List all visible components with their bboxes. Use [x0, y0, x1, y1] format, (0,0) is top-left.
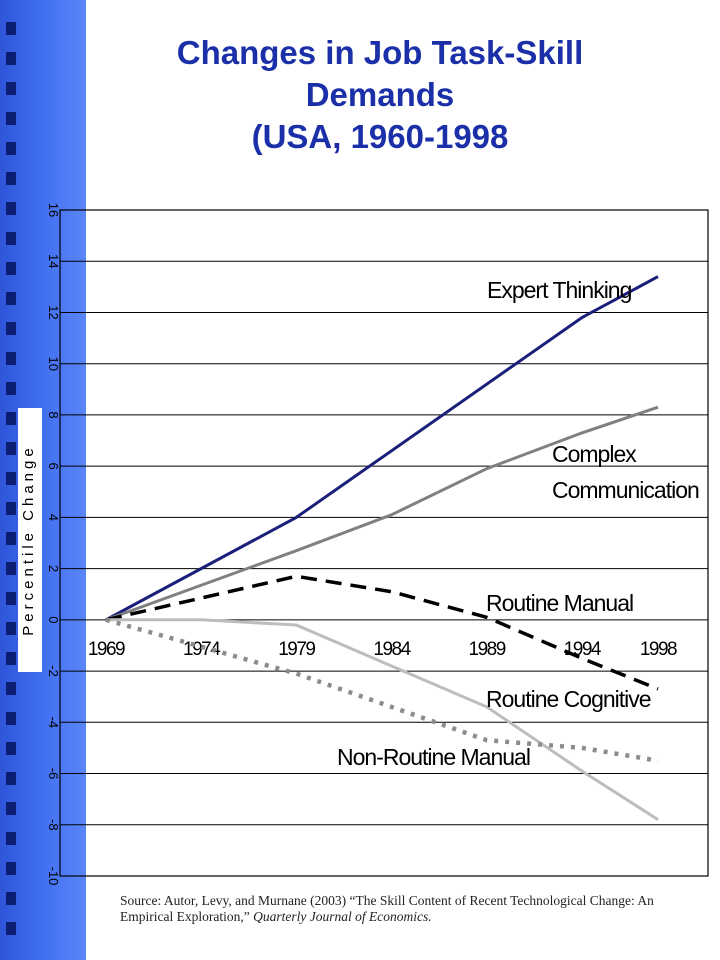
- series-label: Communication: [552, 477, 699, 503]
- y-tick-label: -8: [46, 819, 61, 831]
- series-line-routine-cognitive: [106, 618, 659, 821]
- sidebar-band: [0, 0, 86, 960]
- sidebar-square: [6, 832, 16, 845]
- series-label: Complex: [552, 441, 637, 467]
- y-axis-label-background: [18, 408, 42, 672]
- x-tick-label: 1994: [564, 639, 602, 660]
- sidebar-square: [6, 472, 16, 485]
- sidebar-square: [6, 322, 16, 335]
- sidebar-square: [6, 772, 16, 785]
- sidebar-square: [6, 202, 16, 215]
- y-tick-label: -2: [46, 665, 61, 677]
- series-label: Expert Thinking: [487, 277, 632, 303]
- x-tick-label: 1989: [469, 639, 506, 660]
- y-tick-label: -10: [46, 867, 61, 886]
- y-tick-label: 12: [46, 305, 61, 319]
- y-tick-label: 14: [46, 254, 61, 268]
- sidebar-square: [6, 52, 16, 65]
- sidebar-square: [6, 262, 16, 275]
- y-axis-label: Percentile Change: [20, 444, 37, 635]
- title-line-3: (USA, 1960-1998: [251, 118, 509, 155]
- x-tick-labels: 1969 1974 1979 1984 1989 1994 1998: [88, 639, 679, 660]
- x-tick-label: 1998: [640, 639, 677, 660]
- y-tick-label: 6: [46, 463, 61, 470]
- sidebar-square: [6, 412, 16, 425]
- sidebar-square: [6, 652, 16, 665]
- y-tick-label: -6: [46, 768, 61, 780]
- series-label: Routine Cognitive: [486, 686, 651, 712]
- series-label: Non-Routine Manual: [337, 744, 530, 770]
- x-tick-label: 1979: [278, 639, 315, 660]
- series-line-expert-thinking: [105, 275, 659, 622]
- series-line-non-routine-manual: [105, 617, 659, 763]
- sidebar-square: [6, 802, 16, 815]
- series-line-complex-communication: [105, 405, 659, 622]
- sidebar-square: [6, 112, 16, 125]
- source-journal: Quarterly Journal of Economics.: [253, 909, 432, 924]
- chart-gridlines: [60, 209, 708, 877]
- source-text: Source: Autor, Levy, and Murnane (2003) …: [120, 893, 654, 924]
- title-line-2: Demands: [305, 76, 455, 113]
- sidebar-square: [6, 232, 16, 245]
- sidebar-square-pattern: [6, 22, 20, 952]
- sidebar-square: [6, 592, 16, 605]
- series-line-routine-manual: [105, 574, 659, 691]
- sidebar-square: [6, 442, 16, 455]
- sidebar-square: [6, 142, 16, 155]
- y-tick-label: 8: [46, 411, 61, 418]
- title-line-1: Changes in Job Task-Skill: [176, 34, 584, 71]
- sidebar-square: [6, 502, 16, 515]
- series-labels: Expert Thinking Complex Communication Routi…: [337, 277, 700, 770]
- sidebar-square: [6, 682, 16, 695]
- y-tick-label: 2: [46, 565, 61, 572]
- y-tick-label: -4: [46, 717, 61, 729]
- sidebar-square: [6, 742, 16, 755]
- y-tick-labels: 16 14 12 10 8 6 4 2 0 -2 -4 -6 -8 -10: [46, 203, 61, 886]
- sidebar-square: [6, 712, 16, 725]
- x-tick-label: 1984: [373, 639, 411, 660]
- sidebar-square: [6, 892, 16, 905]
- x-tick-label: 1969: [88, 639, 125, 660]
- y-tick-label: 4: [46, 514, 61, 521]
- sidebar-square: [6, 82, 16, 95]
- series-label: Routine Manual: [486, 590, 633, 616]
- source-citation: Source: Autor, Levy, and Murnane (2003) …: [120, 893, 710, 925]
- sidebar-square: [6, 532, 16, 545]
- sidebar-square: [6, 22, 16, 35]
- sidebar-square: [6, 622, 16, 635]
- y-tick-label: 0: [46, 616, 61, 623]
- y-tick-label: 10: [46, 356, 61, 370]
- sidebar-square: [6, 862, 16, 875]
- series-lines: [105, 275, 659, 821]
- sidebar-square: [6, 562, 16, 575]
- sidebar-square: [6, 292, 16, 305]
- sidebar-square: [6, 922, 16, 935]
- y-tick-label: 16: [46, 203, 61, 217]
- plot-frame: [59, 209, 709, 877]
- sidebar-square: [6, 352, 16, 365]
- sidebar-square: [6, 382, 16, 395]
- slide-title: Changes in Job Task-Skill Demands (USA, …: [110, 32, 650, 158]
- sidebar-square: [6, 172, 16, 185]
